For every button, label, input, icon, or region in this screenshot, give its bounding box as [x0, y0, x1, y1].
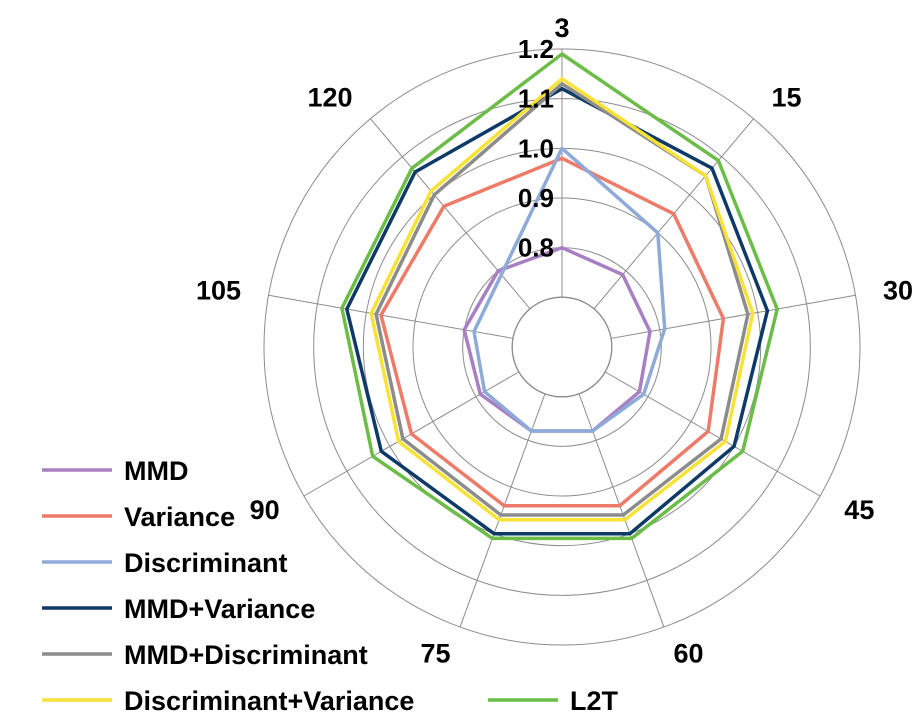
series-discriminant-plus-variance — [369, 77, 755, 522]
tick-label-1.2: 1.2 — [518, 34, 554, 64]
spoke-75 — [459, 393, 546, 628]
category-label-45: 45 — [844, 495, 874, 525]
series-variance — [379, 156, 726, 508]
legend-label-1: MMD — [124, 456, 188, 486]
grid-ring-0 — [511, 296, 613, 398]
category-label-105: 105 — [196, 275, 241, 305]
radar-grid — [263, 48, 861, 646]
spoke-30 — [611, 294, 856, 339]
series-l2t — [340, 52, 779, 541]
tick-label-1.0: 1.0 — [518, 133, 554, 163]
category-label-30: 30 — [883, 275, 913, 305]
legend-label-6: Discriminant+Variance — [124, 686, 414, 716]
category-label-15: 15 — [772, 82, 802, 112]
legend-label-2: Variance — [124, 502, 235, 532]
legend: MMD Variance Discriminant MMD+Variance MMD+D… — [42, 456, 619, 716]
legend-label-5: MMD+Discriminant — [124, 640, 368, 670]
spoke-60 — [578, 393, 665, 628]
tick-labels: 0.8 0.9 1.0 1.1 1.2 — [518, 34, 554, 263]
category-label-75: 75 — [420, 638, 450, 668]
legend-label-4: MMD+Variance — [124, 594, 315, 624]
category-label-120: 120 — [307, 82, 352, 112]
category-label-3: 3 — [554, 13, 569, 43]
series-mmd — [462, 245, 652, 433]
tick-label-1.1: 1.1 — [518, 84, 554, 114]
spoke-45 — [605, 371, 821, 497]
series-mmd-plus-variance — [345, 86, 770, 536]
series-mmd-plus-discriminant — [374, 82, 750, 517]
spoke-105 — [268, 294, 513, 339]
series-discriminant — [472, 146, 667, 433]
tick-label-0.9: 0.9 — [518, 183, 554, 213]
category-labels: 3 15 30 45 60 75 90 105 120 — [196, 13, 913, 668]
tick-label-0.8: 0.8 — [518, 233, 554, 263]
spoke-120 — [370, 118, 531, 310]
legend-label-7: L2T — [570, 686, 619, 716]
category-label-90: 90 — [250, 495, 280, 525]
legend-label-3: Discriminant — [124, 548, 288, 578]
category-label-60: 60 — [674, 638, 704, 668]
series-layer — [340, 52, 779, 541]
